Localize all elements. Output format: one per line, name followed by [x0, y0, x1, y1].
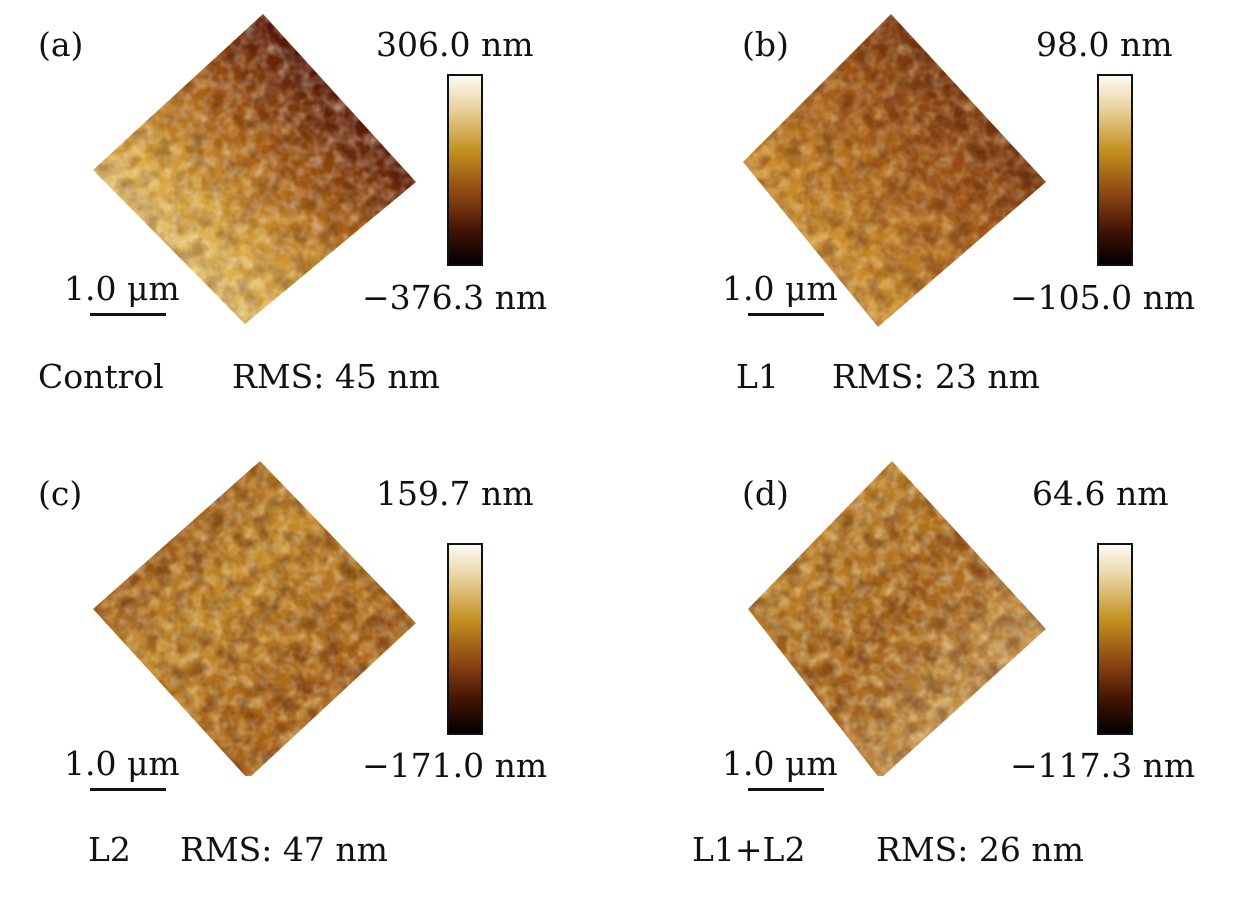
scale-bar — [748, 788, 824, 791]
scale-bar-label: 1.0 μm — [64, 744, 180, 783]
afm-surface-image — [743, 14, 1046, 327]
panel-letter: (b) — [742, 25, 789, 64]
rms-value: RMS: 47 nm — [180, 830, 388, 869]
colorbar-max-label: 64.6 nm — [1032, 474, 1169, 513]
height-colorbar — [1097, 74, 1133, 266]
sample-name: Control — [38, 357, 164, 396]
scale-bar — [90, 313, 166, 316]
height-colorbar — [447, 543, 483, 735]
colorbar-max-label: 306.0 nm — [376, 25, 534, 64]
afm-panel-b: (b) 98.0 nm −105.0 nm 1.0 μm L1 RMS: 23 … — [630, 0, 1260, 449]
rms-value: RMS: 26 nm — [876, 830, 1084, 869]
colorbar-max-label: 159.7 nm — [376, 474, 534, 513]
sample-name: L1 — [736, 357, 779, 396]
colorbar-min-label: −117.3 nm — [1010, 746, 1196, 785]
afm-surface-image — [93, 14, 416, 324]
afm-panel-a: (a) 306.0 nm −376.3 nm 1.0 μm Control RM… — [0, 0, 630, 449]
height-colorbar — [447, 74, 483, 266]
afm-panel-c: (c) 159.7 nm −171.0 nm 1.0 μm L2 RMS: 47… — [0, 449, 630, 898]
afm-panel-d: (d) 64.6 nm −117.3 nm 1.0 μm L1+L2 RMS: … — [630, 449, 1260, 898]
sample-name: L2 — [88, 830, 131, 869]
scale-bar — [90, 788, 166, 791]
afm-surface-image — [93, 461, 416, 776]
panel-letter: (d) — [742, 474, 789, 513]
rms-value: RMS: 23 nm — [832, 357, 1040, 396]
colorbar-min-label: −105.0 nm — [1010, 278, 1196, 317]
colorbar-min-label: −171.0 nm — [362, 746, 548, 785]
scale-bar-label: 1.0 μm — [64, 269, 180, 308]
sample-name: L1+L2 — [692, 830, 806, 869]
afm-surface-image — [748, 461, 1046, 776]
scale-bar-label: 1.0 μm — [722, 744, 838, 783]
rms-value: RMS: 45 nm — [232, 357, 440, 396]
scale-bar-label: 1.0 μm — [722, 269, 838, 308]
panel-letter: (c) — [38, 474, 83, 513]
scale-bar — [748, 313, 824, 316]
colorbar-max-label: 98.0 nm — [1036, 25, 1173, 64]
height-colorbar — [1097, 543, 1133, 735]
colorbar-min-label: −376.3 nm — [362, 278, 548, 317]
panel-letter: (a) — [38, 25, 84, 64]
